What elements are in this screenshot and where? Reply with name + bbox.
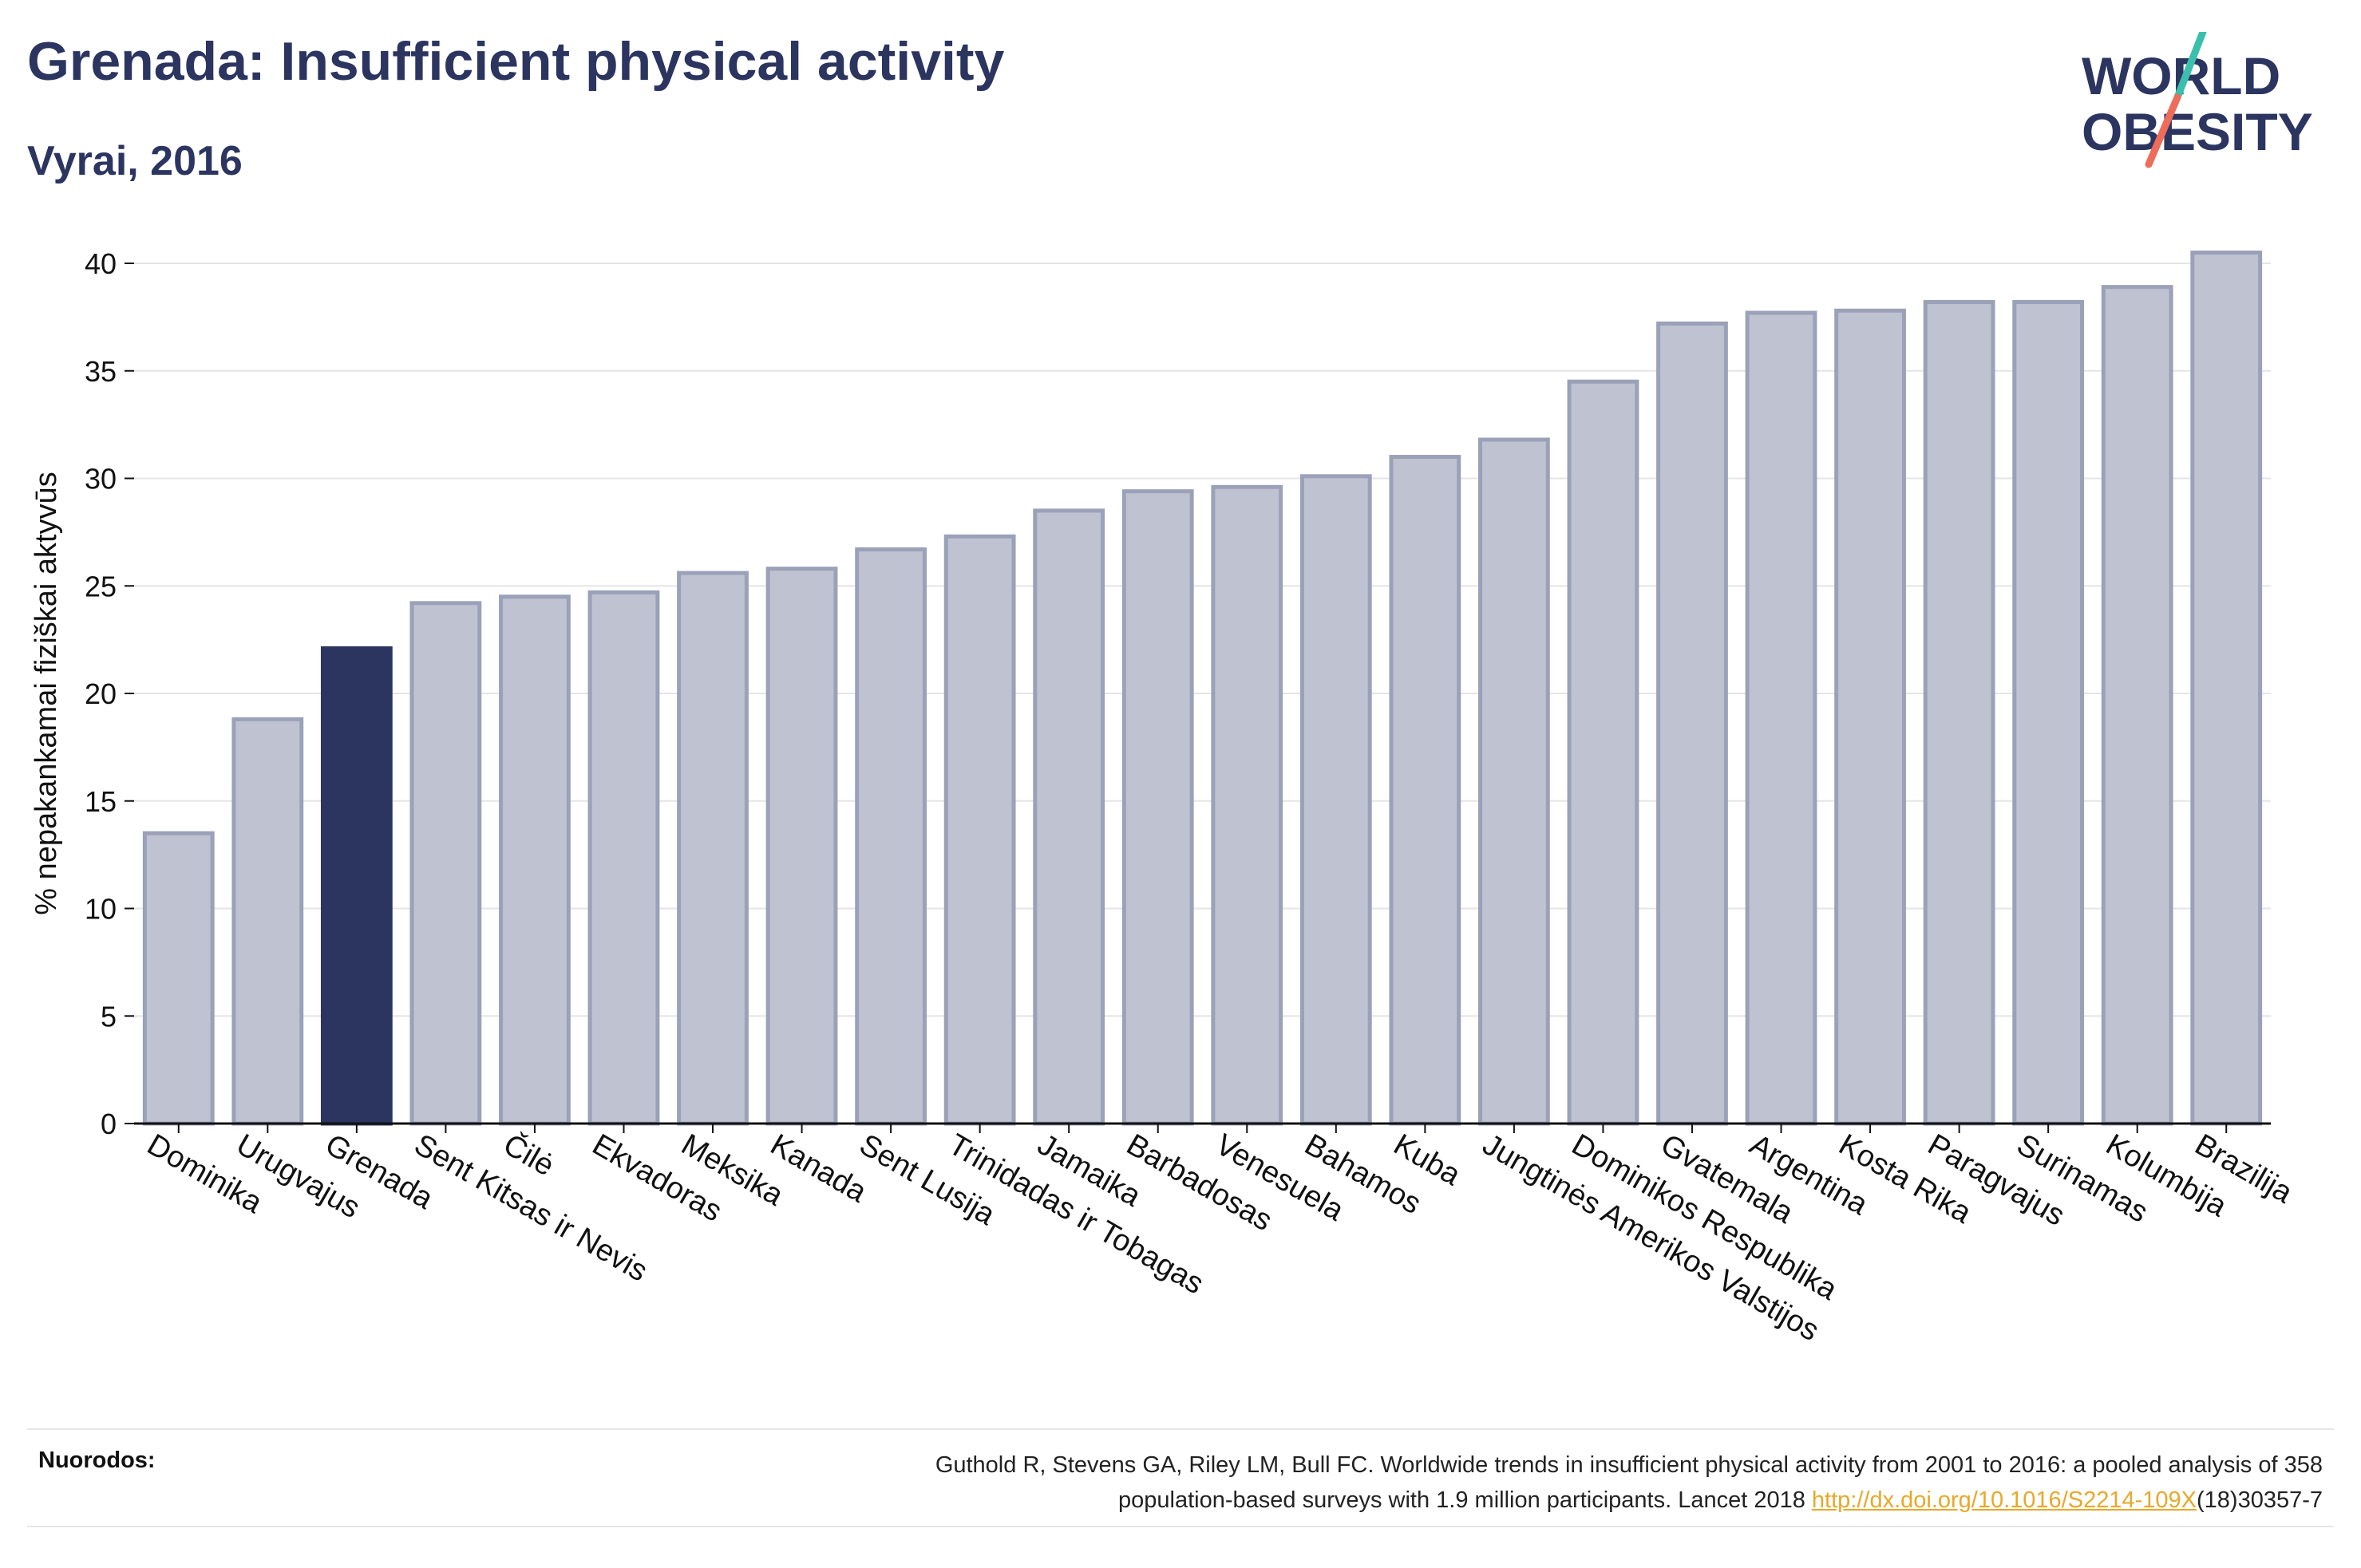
y-tick-label: 15 xyxy=(85,785,117,818)
chart-title: Grenada: Insufficient physical activity xyxy=(27,31,1005,92)
chart-subtitle: Vyrai, 2016 xyxy=(27,138,243,184)
references-label: Nuorodos: xyxy=(38,1448,156,1473)
bar-11 xyxy=(1033,508,1105,1126)
doi-link[interactable]: http://dx.doi.org/10.1016/S2214-109X xyxy=(1811,1487,2197,1513)
bar-9 xyxy=(855,547,927,1126)
y-tick-label: 40 xyxy=(85,247,117,280)
bar-15 xyxy=(1389,455,1461,1126)
logo-slash-coral xyxy=(2145,93,2181,168)
y-tick-label: 30 xyxy=(85,463,117,496)
y-tick-label: 20 xyxy=(85,677,117,710)
reference-line-1: Guthold R, Stevens GA, Riley LM, Bull FC… xyxy=(935,1452,2323,1478)
bar-chart: 0 5 10 15 20 25 30 35 40 DominikaUrugvajusGrenad… xyxy=(30,247,2299,1348)
y-tick-label: 0 xyxy=(101,1108,117,1140)
bar-7 xyxy=(677,571,749,1126)
bar-6 xyxy=(587,590,660,1126)
bar-3 xyxy=(320,646,393,1126)
bar-8 xyxy=(765,567,838,1126)
bar-13 xyxy=(1211,484,1283,1126)
bar-4 xyxy=(409,601,482,1126)
bars xyxy=(142,251,2263,1126)
bar-12 xyxy=(1121,489,1194,1126)
y-tick-label: 5 xyxy=(101,1000,117,1033)
bar-17 xyxy=(1567,379,1639,1126)
world-obesity-logo: WORLD OBESITY xyxy=(2082,32,2313,168)
reference-line-2-suffix: (18)30357-7 xyxy=(2197,1487,2323,1513)
reference-line-2: population-based surveys with 1.9 millio… xyxy=(935,1483,2323,1518)
y-axis-ticks: 0 5 10 15 20 25 30 35 40 xyxy=(85,247,134,1140)
bar-14 xyxy=(1299,474,1372,1126)
bar-18 xyxy=(1656,321,1728,1126)
bar-1 xyxy=(142,831,215,1126)
y-axis-title: % nepakankamai fiziškai aktyvūs xyxy=(30,472,63,914)
footer-references: Nuorodos: Guthold R, Stevens GA, Riley L… xyxy=(27,1428,2334,1527)
bar-10 xyxy=(943,534,1016,1126)
bar-19 xyxy=(1745,310,1817,1126)
bar-23 xyxy=(2101,285,2173,1126)
logo-slash-teal xyxy=(2173,32,2207,101)
bar-2 xyxy=(231,717,304,1126)
bar-5 xyxy=(499,594,571,1126)
y-tick-label: 25 xyxy=(85,570,117,602)
references-text: Guthold R, Stevens GA, Riley LM, Bull FC… xyxy=(935,1448,2323,1518)
logo-word-obesity: OBESITY xyxy=(2082,102,2313,161)
y-tick-label: 10 xyxy=(85,893,117,926)
reference-line-2-text: population-based surveys with 1.9 millio… xyxy=(1118,1487,1812,1513)
y-tick-label: 35 xyxy=(85,355,117,388)
bar-22 xyxy=(2012,300,2085,1126)
bar-21 xyxy=(1923,300,1995,1126)
x-tick-label: Kanada xyxy=(765,1128,872,1209)
bar-20 xyxy=(1834,308,1906,1126)
bar-24 xyxy=(2190,251,2263,1126)
bar-16 xyxy=(1478,437,1550,1126)
